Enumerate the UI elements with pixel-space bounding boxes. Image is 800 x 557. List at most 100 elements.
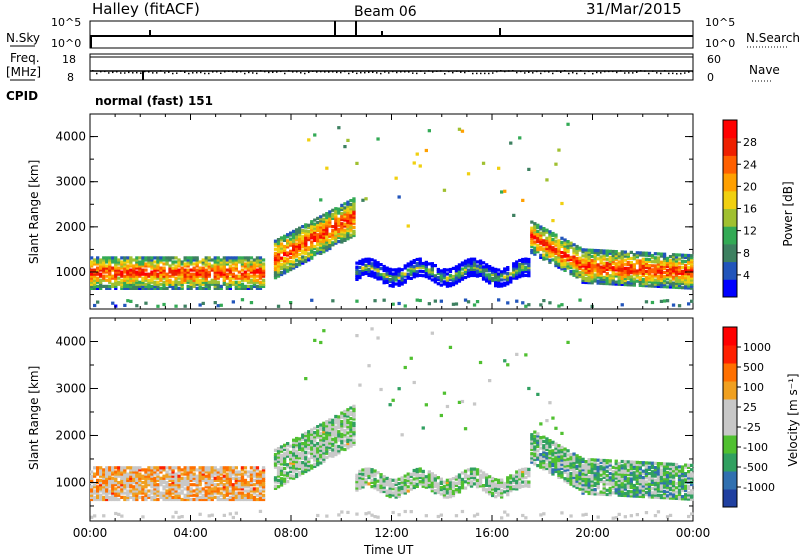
radar-echo-cell (404, 510, 407, 513)
radar-echo-cell (398, 195, 401, 198)
radar-echo-cell (669, 255, 672, 258)
radar-echo-cell (96, 466, 99, 469)
radar-echo-cell (407, 273, 410, 276)
radar-echo-cell (289, 250, 292, 253)
radar-echo-cell (407, 473, 410, 476)
nave-point (116, 71, 118, 73)
nave-point (300, 72, 302, 74)
nave-point (640, 70, 642, 72)
radar-echo-cell (292, 439, 295, 442)
radar-echo-cell (627, 490, 630, 493)
radar-echo-cell (506, 266, 509, 269)
radar-echo-cell (488, 273, 491, 276)
nave-point (352, 71, 354, 73)
radar-echo-cell (560, 241, 563, 244)
radar-echo-cell (229, 256, 232, 259)
radar-echo-cell (232, 267, 235, 270)
colorbar-tick-label: 28 (743, 136, 757, 149)
radar-echo-cell (322, 437, 325, 440)
radar-echo-cell (361, 468, 364, 471)
radar-echo-cell (588, 475, 591, 478)
nave-point (152, 72, 154, 74)
radar-echo-cell (147, 273, 150, 276)
radar-echo-cell (389, 278, 392, 281)
nave-point (492, 72, 494, 74)
nave-point (280, 71, 282, 73)
nave-point (112, 72, 114, 74)
radar-echo-cell (105, 275, 108, 278)
radar-echo-cell (262, 466, 265, 469)
nave-point (204, 73, 206, 75)
radar-echo-cell (398, 478, 401, 481)
radar-echo-cell (578, 488, 581, 491)
radar-echo-cell (277, 485, 280, 488)
radar-echo-cell (569, 262, 572, 265)
radar-echo-cell (283, 235, 286, 238)
nave-point (400, 71, 402, 73)
radar-echo-cell (102, 496, 105, 499)
radar-echo-cell (235, 470, 238, 473)
radar-echo-cell (419, 474, 422, 477)
radar-echo-cell (111, 256, 114, 259)
radar-echo-cell (250, 494, 253, 497)
radar-echo-cell (138, 466, 141, 469)
radar-echo-cell (678, 266, 681, 269)
radar-echo-cell (274, 485, 277, 488)
radar-echo-cell (548, 230, 551, 233)
radar-echo-cell (256, 494, 259, 497)
radar-echo-cell (259, 256, 262, 259)
radar-echo-cell (90, 470, 93, 473)
radar-echo-cell (196, 269, 199, 272)
radar-echo-cell (174, 305, 177, 308)
radar-echo-cell (452, 267, 455, 270)
radar-echo-cell (250, 275, 253, 278)
radar-echo-cell (473, 303, 476, 306)
radar-echo-cell (187, 466, 190, 469)
radar-echo-cell (533, 435, 536, 438)
radar-echo-cell (358, 260, 361, 263)
radar-echo-cell (181, 260, 184, 263)
radar-echo-cell (247, 273, 250, 276)
radar-echo-cell (542, 239, 545, 242)
radar-echo-cell (687, 302, 690, 305)
radar-echo-cell (548, 301, 551, 304)
radar-echo-cell (150, 466, 153, 469)
radar-echo-cell (636, 251, 639, 254)
nave-point (240, 71, 242, 73)
radar-echo-cell (639, 461, 642, 464)
radar-echo-cell (117, 267, 120, 270)
radar-echo-cell (395, 282, 398, 285)
radar-echo-cell (190, 269, 193, 272)
radar-echo-cell (636, 513, 639, 516)
radar-echo-cell (376, 336, 379, 339)
radar-echo-cell (162, 492, 165, 495)
radar-echo-cell (566, 458, 569, 461)
radar-echo-cell (494, 482, 497, 485)
radar-echo-cell (539, 246, 542, 249)
radar-echo-cell (446, 479, 449, 482)
radar-echo-cell (581, 269, 584, 272)
radar-echo-cell (684, 260, 687, 263)
radar-echo-cell (171, 496, 174, 499)
radar-echo-cell (404, 304, 407, 307)
radar-echo-cell (337, 430, 340, 433)
radar-echo-cell (202, 267, 205, 270)
radar-echo-cell (431, 332, 434, 335)
radar-echo-cell (551, 468, 554, 471)
radar-echo-cell (636, 486, 639, 489)
radar-echo-cell (171, 515, 174, 518)
radar-echo-cell (202, 466, 205, 469)
radar-echo-cell (603, 459, 606, 462)
colorbar-segment (723, 226, 737, 244)
radar-echo-cell (539, 513, 542, 516)
radar-echo-cell (591, 463, 594, 466)
radar-echo-cell (262, 279, 265, 282)
radar-echo-cell (491, 492, 494, 495)
radar-echo-cell (132, 264, 135, 267)
radar-echo-cell (603, 249, 606, 252)
radar-echo-cell (386, 490, 389, 493)
radar-echo-cell (184, 256, 187, 259)
radar-echo-cell (235, 281, 238, 284)
radar-echo-cell (506, 272, 509, 275)
nave-point (260, 70, 262, 72)
